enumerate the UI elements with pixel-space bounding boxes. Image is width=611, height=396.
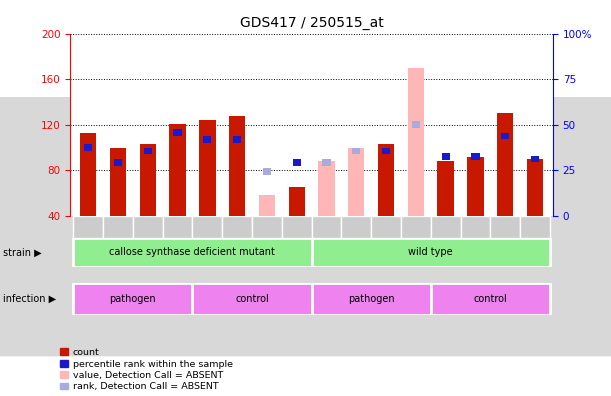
Bar	[169, 124, 186, 216]
Text: pathogen: pathogen	[109, 294, 156, 304]
Text: pathogen: pathogen	[348, 294, 395, 304]
Bar	[139, 144, 156, 216]
Text: infection ▶: infection ▶	[3, 294, 56, 304]
Bar	[203, 136, 211, 143]
Text: callose synthase deficient mutant: callose synthase deficient mutant	[109, 248, 276, 257]
Bar	[192, 283, 312, 315]
Text: control: control	[474, 294, 507, 304]
Bar	[163, 216, 192, 238]
Bar	[323, 159, 331, 166]
Bar	[352, 148, 360, 154]
Bar	[80, 133, 97, 216]
Bar	[84, 144, 92, 151]
Bar	[288, 187, 305, 216]
Legend: count, percentile rank within the sample, value, Detection Call = ABSENT, rank, : count, percentile rank within the sample…	[60, 348, 233, 391]
Bar	[497, 113, 513, 216]
Bar	[293, 159, 301, 166]
Bar	[531, 156, 539, 162]
Title: GDS417 / 250515_at: GDS417 / 250515_at	[240, 16, 384, 30]
Bar	[144, 148, 152, 154]
Bar	[431, 283, 550, 315]
Bar	[192, 216, 222, 238]
Bar	[258, 195, 275, 216]
Bar	[114, 159, 122, 166]
Bar	[527, 159, 543, 216]
Bar	[437, 161, 454, 216]
Bar	[252, 216, 282, 238]
Text: control: control	[235, 294, 269, 304]
Bar	[312, 283, 431, 315]
Bar	[282, 216, 312, 238]
Bar	[371, 216, 401, 238]
Bar	[461, 216, 491, 238]
Bar	[133, 216, 163, 238]
Bar	[312, 216, 342, 238]
Bar	[73, 283, 192, 315]
Bar	[408, 68, 424, 216]
Bar	[472, 153, 480, 160]
Bar	[318, 161, 335, 216]
Bar	[312, 238, 550, 267]
Bar	[103, 216, 133, 238]
Bar	[263, 168, 271, 175]
Bar	[110, 147, 126, 216]
Bar	[73, 216, 103, 238]
Bar	[467, 156, 484, 216]
Bar	[520, 216, 550, 238]
Bar	[412, 122, 420, 128]
Text: strain ▶: strain ▶	[3, 248, 42, 257]
Bar	[382, 148, 390, 154]
Bar	[73, 238, 312, 267]
Bar	[378, 144, 394, 216]
Bar	[174, 129, 181, 136]
Bar	[442, 153, 450, 160]
Bar	[229, 116, 245, 216]
Bar	[233, 136, 241, 143]
Bar	[401, 216, 431, 238]
Bar	[491, 216, 520, 238]
Bar	[342, 216, 371, 238]
Bar	[222, 216, 252, 238]
Bar	[348, 147, 365, 216]
Text: wild type: wild type	[409, 248, 453, 257]
Bar	[431, 216, 461, 238]
Bar	[199, 120, 216, 216]
Bar	[501, 133, 510, 139]
